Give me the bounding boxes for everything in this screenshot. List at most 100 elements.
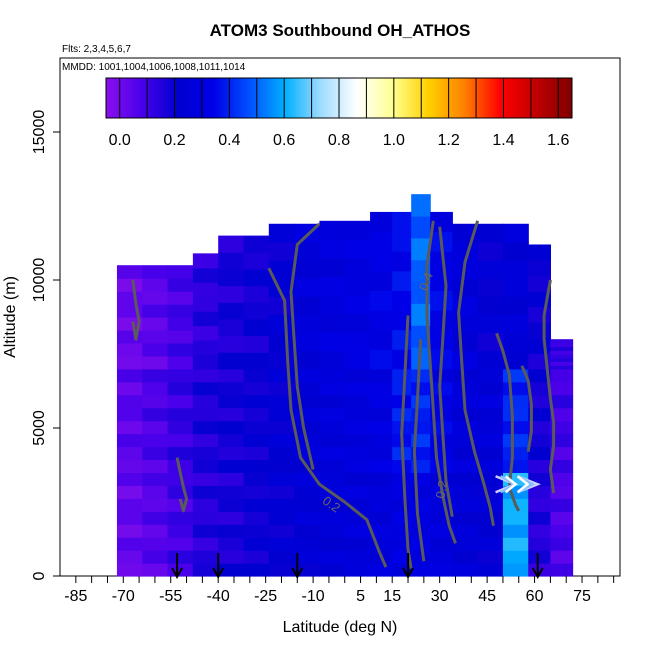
heatmap-cell [294, 511, 321, 525]
colorbar: 0.0 0.2 0.4 0.6 0.8 1.0 1.2 1.4 1.6 [105, 77, 573, 149]
heatmap-cell [243, 537, 270, 551]
heatmap-cell [243, 318, 270, 337]
heatmap-cell [243, 335, 270, 353]
heatmap-cell [430, 524, 453, 538]
heatmap-cell [142, 265, 169, 279]
colorbar-tick-label: 1.2 [438, 132, 460, 149]
heatmap-cell [550, 365, 574, 370]
contour-line [175, 457, 189, 513]
contour-line [400, 315, 413, 569]
heatmap-cell [370, 485, 393, 499]
heatmap-cell [370, 498, 393, 512]
heatmap-cell [430, 251, 453, 272]
heatmap-cell [243, 268, 270, 287]
heatmap-cell [392, 511, 412, 525]
heatmap-cell [243, 563, 270, 577]
heatmap-cell [344, 220, 371, 240]
heatmap-cell [319, 550, 346, 564]
heatmap-cell [142, 394, 169, 409]
heatmap-cell [370, 459, 393, 473]
heatmap-cell [268, 407, 295, 422]
heatmap-cell [344, 381, 371, 396]
heatmap-cell [344, 446, 371, 461]
heatmap-cell [294, 314, 321, 334]
heatmap-cell [392, 381, 412, 396]
heatmap-cell [268, 511, 295, 525]
y-tick-label: 15000 [31, 110, 48, 155]
heatmap-cell [116, 278, 143, 292]
heatmap-cell [116, 433, 143, 448]
heatmap-cell [192, 282, 219, 298]
heatmap-cell [116, 291, 143, 305]
heatmap-cell [392, 524, 412, 538]
heatmap-cell [550, 524, 574, 538]
heatmap-cell [116, 472, 143, 486]
heatmap-cell [344, 524, 371, 538]
heatmap-cell [167, 433, 194, 448]
y-tick-label: 5000 [31, 410, 48, 446]
heatmap-cell [192, 267, 219, 283]
heatmap-cell [550, 498, 574, 512]
x-tick-label: 45 [478, 588, 496, 605]
heatmap-cell [218, 446, 245, 461]
heatmap-cell [344, 537, 371, 551]
heatmap-cell [142, 524, 169, 538]
heatmap-cell [192, 354, 219, 370]
heatmap-cell [294, 498, 321, 512]
heatmap-cell [142, 433, 169, 448]
heatmap-cell [319, 420, 346, 435]
heatmap-cell [218, 268, 245, 287]
heatmap-cell [243, 524, 270, 538]
heatmap-cell [502, 314, 529, 334]
heatmap-cell [452, 278, 479, 297]
heatmap-cell [319, 537, 346, 551]
heatmap-cell [411, 381, 431, 396]
heatmap-cell [243, 433, 270, 448]
x-tick-label: -25 [254, 588, 277, 605]
heatmap-cell [411, 563, 431, 577]
heatmap-cell [370, 407, 393, 422]
heatmap-cell [528, 407, 551, 422]
heatmap-cell [477, 550, 504, 564]
heatmap-cell [268, 420, 295, 435]
heatmap-cell [528, 260, 551, 277]
contour-line [412, 339, 426, 562]
x-tick-label: -55 [159, 588, 182, 605]
heatmap-cell [528, 524, 551, 538]
heatmap-cell [452, 563, 479, 577]
heatmap-cell [392, 251, 412, 272]
heatmap-cell [167, 342, 194, 357]
heatmap-cell [477, 241, 504, 261]
heatmap-cell [411, 498, 431, 512]
heatmap-cell [392, 290, 412, 311]
heatmap-cell [502, 223, 529, 243]
heatmap-cell [452, 472, 479, 486]
heatmap-cell [370, 472, 393, 486]
heatmap-cell [142, 355, 169, 370]
heatmap-cell [477, 381, 504, 396]
heatmap-cell [319, 446, 346, 461]
heatmap-cell [142, 459, 169, 473]
heatmap-cell [218, 352, 245, 370]
heatmap-cell [528, 433, 551, 448]
x-tick-label: 30 [431, 588, 449, 605]
heatmap-cell [243, 420, 270, 435]
heatmap-cell [268, 472, 295, 486]
heatmap-cell [294, 420, 321, 435]
heatmap-cell [430, 459, 453, 473]
heatmap-cell [218, 302, 245, 320]
heatmap-cell [452, 332, 479, 352]
heatmap-cell [411, 485, 431, 499]
heatmap-cell [268, 241, 295, 261]
heatmap-cell [430, 290, 453, 311]
heatmap-cell [294, 563, 321, 577]
heatmap-cell [477, 407, 504, 422]
heatmap-cell [411, 511, 431, 525]
heatmap-cell [528, 322, 551, 339]
heatmap-cell [218, 420, 245, 435]
heatmap-cell [218, 433, 245, 448]
heatmap-cell [243, 485, 270, 499]
heatmap-cell [116, 420, 143, 435]
heatmap-cell [502, 537, 529, 551]
heatmap-cell [344, 407, 371, 422]
